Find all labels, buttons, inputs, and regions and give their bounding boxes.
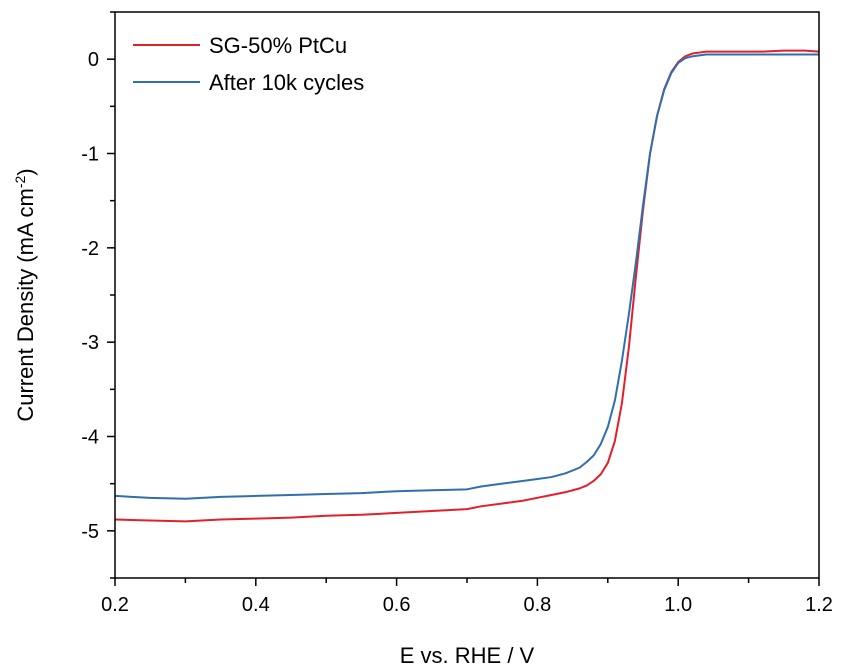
y-tick-label: -5 bbox=[81, 521, 99, 543]
y-tick-label: -3 bbox=[81, 332, 99, 354]
x-tick-label: 0.2 bbox=[101, 594, 129, 616]
legend-label-series-2: After 10k cycles bbox=[209, 70, 364, 95]
x-tick-label: 0.8 bbox=[523, 594, 551, 616]
x-tick-label: 1.0 bbox=[664, 594, 692, 616]
series-line-1 bbox=[115, 49, 819, 523]
y-axis-ticks: 0 -1 -2 -3 -4 -5 bbox=[81, 11, 115, 579]
y-axis-title-main: Current Density (mA cm bbox=[13, 188, 38, 422]
y-tick-label: -1 bbox=[81, 144, 99, 166]
y-axis-title-end: ) bbox=[13, 168, 38, 175]
series-layer bbox=[115, 49, 819, 523]
y-tick-label: -2 bbox=[81, 238, 99, 260]
x-tick-label: 1.2 bbox=[805, 594, 833, 616]
x-axis-ticks: 0.2 0.4 0.6 0.8 1.0 1.2 bbox=[101, 578, 833, 616]
x-tick-label: 0.6 bbox=[383, 594, 411, 616]
legend-label-series-1: SG-50% PtCu bbox=[209, 33, 347, 58]
x-axis-title: E vs. RHE / V bbox=[400, 643, 535, 668]
y-tick-label: 0 bbox=[88, 49, 99, 71]
y-axis-title-superscript: -2 bbox=[12, 175, 28, 188]
y-tick-label: -4 bbox=[81, 427, 99, 449]
legend: SG-50% PtCu After 10k cycles bbox=[133, 33, 364, 95]
x-tick-label: 0.4 bbox=[242, 594, 270, 616]
y-axis-title: Current Density (mA cm-2) bbox=[12, 168, 38, 421]
series-line-2 bbox=[115, 53, 819, 500]
